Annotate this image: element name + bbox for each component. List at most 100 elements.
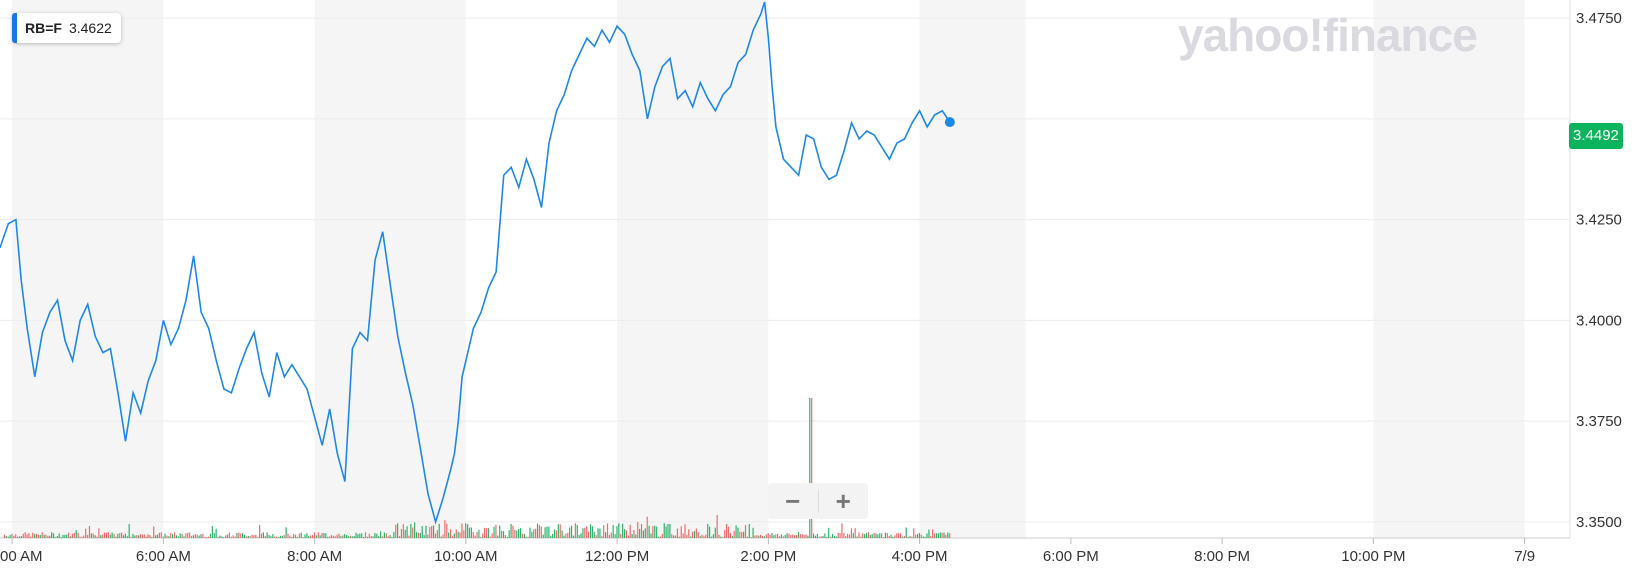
zoom-out-button[interactable]: −: [785, 485, 801, 516]
volume-bar: [35, 533, 38, 538]
zoom-controls: − +: [768, 483, 868, 519]
volume-bar: [708, 526, 711, 538]
volume-bar: [716, 515, 718, 538]
volume-bar: [680, 526, 682, 538]
volume-bar: [340, 536, 342, 538]
volume-bar: [898, 533, 900, 538]
volume-bar: [393, 532, 395, 538]
session-band-4: [1373, 0, 1525, 538]
volume-bar: [402, 524, 404, 538]
volume-bar: [219, 535, 221, 538]
volume-bar: [444, 520, 446, 538]
volume-bar: [455, 529, 457, 538]
volume-bar: [850, 528, 852, 538]
volume-bar: [474, 535, 476, 538]
y-tick-label: 3.4750: [1576, 10, 1622, 27]
volume-bar: [64, 534, 66, 538]
volume-bar: [894, 535, 896, 538]
volume-bar: [221, 536, 223, 538]
volume-bar: [34, 534, 36, 538]
legend-value: 3.4622: [68, 20, 112, 36]
volume-bar: [69, 536, 72, 538]
volume-bar: [404, 529, 406, 538]
volume-bar: [56, 535, 58, 538]
volume-bar: [881, 533, 883, 538]
volume-bar: [510, 523, 512, 538]
volume-bar: [245, 536, 247, 538]
volume-bar: [100, 535, 102, 538]
volume-bar: [238, 532, 240, 538]
volume-bar: [688, 529, 690, 538]
volume-bar: [786, 533, 788, 538]
volume-bar: [276, 536, 278, 538]
volume-bar: [860, 536, 862, 538]
volume-bar: [811, 398, 813, 538]
volume-bar: [66, 534, 68, 538]
x-tick-label: 2:00 PM: [740, 548, 796, 565]
symbol-legend[interactable]: RB=F 3.4622: [12, 13, 121, 43]
volume-bar: [264, 535, 266, 538]
volume-bar: [884, 532, 887, 538]
volume-bar: [425, 525, 427, 538]
volume-bar: [924, 536, 926, 538]
volume-bar: [291, 536, 293, 538]
volume-bar: [323, 533, 325, 538]
volume-bar: [442, 534, 444, 538]
volume-bar: [865, 532, 868, 538]
volume-bar: [829, 536, 832, 538]
volume-bar: [94, 535, 96, 538]
volume-bar: [321, 533, 323, 538]
volume-bar: [639, 528, 641, 538]
volume-bar: [253, 535, 255, 538]
volume-bar: [678, 536, 680, 538]
volume-bar: [578, 534, 580, 538]
volume-bar: [3, 534, 5, 538]
volume-bar: [228, 532, 230, 538]
volume-bar: [790, 534, 792, 538]
volume-bar: [398, 536, 401, 538]
volume-bar: [879, 533, 881, 538]
volume-bar: [328, 536, 331, 538]
volume-bar: [468, 527, 471, 538]
volume-bar: [871, 534, 873, 538]
volume-bar: [852, 533, 854, 538]
volume-bar: [890, 534, 892, 538]
volume-bar: [773, 535, 775, 538]
zoom-in-button[interactable]: +: [835, 485, 851, 516]
volume-bar: [266, 532, 268, 538]
volume-bar: [54, 536, 57, 538]
volume-bar: [525, 536, 527, 538]
volume-bar: [179, 533, 181, 538]
volume-bar: [775, 534, 777, 538]
volume-bar: [190, 535, 193, 538]
volume-bar: [637, 521, 639, 538]
volume-bar: [487, 528, 489, 538]
volume-bar: [599, 528, 601, 538]
volume-bar: [130, 536, 132, 538]
volume-bar: [141, 534, 143, 538]
volume-bar: [249, 536, 251, 538]
volume-bar: [657, 536, 660, 538]
volume-bar: [504, 535, 507, 538]
volume-bar: [260, 533, 263, 538]
volume-bar: [300, 532, 302, 538]
volume-bar: [941, 532, 943, 538]
volume-bar: [606, 523, 609, 538]
volume-bar: [856, 536, 858, 538]
volume-bar: [124, 533, 126, 538]
volume-bar: [646, 516, 648, 538]
legend-color-swatch: [12, 13, 17, 43]
volume-bar: [731, 536, 733, 538]
volume-bar: [572, 535, 575, 538]
volume-bar: [342, 535, 344, 538]
volume-bar: [414, 522, 416, 538]
volume-bar: [540, 526, 542, 538]
volume-bar: [750, 536, 752, 538]
session-band-2: [617, 0, 769, 538]
volume-bar: [22, 533, 24, 538]
volume-bar: [13, 535, 15, 538]
volume-bar: [886, 533, 888, 538]
volume-bar: [535, 528, 537, 538]
volume-bar: [397, 523, 399, 538]
